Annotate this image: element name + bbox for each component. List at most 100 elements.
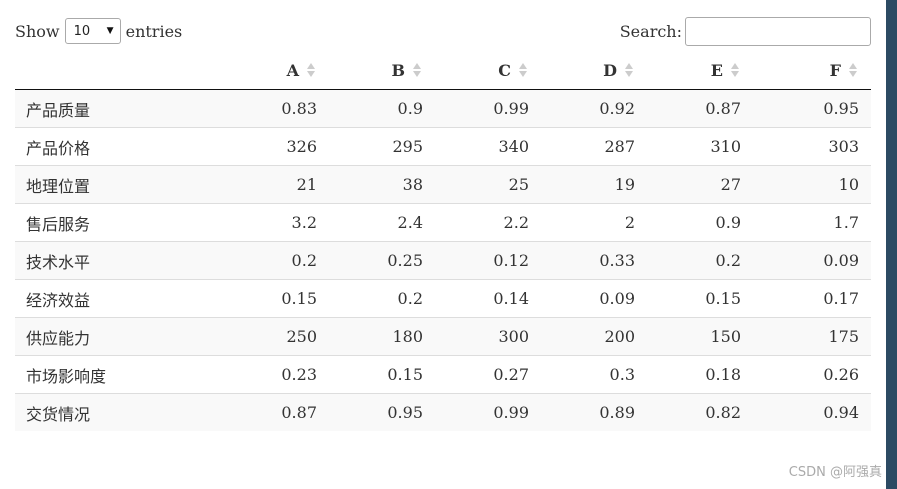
table-cell: 0.25 xyxy=(329,241,435,280)
table-cell: 10 xyxy=(753,165,871,204)
sort-both-icon xyxy=(413,63,421,77)
table-cell: 0.18 xyxy=(647,355,753,394)
column-header-d[interactable]: D xyxy=(541,52,647,90)
table-cell: 0.9 xyxy=(647,203,753,242)
table-row: 产品质量 0.83 0.9 0.99 0.92 0.87 0.95 xyxy=(15,89,871,128)
table-cell: 150 xyxy=(647,317,753,356)
table-cell: 300 xyxy=(435,317,541,356)
table-cell: 0.94 xyxy=(753,393,871,431)
length-prefix: Show xyxy=(15,21,60,41)
table-cell: 0.27 xyxy=(435,355,541,394)
column-header-label: B xyxy=(391,61,405,80)
table-cell: 0.15 xyxy=(329,355,435,394)
table-cell: 295 xyxy=(329,127,435,166)
column-header-e[interactable]: E xyxy=(647,52,753,90)
table-row: 供应能力 250 180 300 200 150 175 xyxy=(15,317,871,356)
table-body: 产品质量 0.83 0.9 0.99 0.92 0.87 0.95 产品价格 326 295 340… xyxy=(15,89,871,431)
table-cell: 0.87 xyxy=(647,89,753,128)
length-menu: Show 10 ▼ entries xyxy=(15,16,182,46)
sort-both-icon xyxy=(731,63,739,77)
sort-both-icon xyxy=(307,63,315,77)
table-cell: 0.15 xyxy=(647,279,753,318)
table-cell: 0.2 xyxy=(329,279,435,318)
header-row: A B C D E F xyxy=(15,52,871,90)
table-cell: 0.09 xyxy=(541,279,647,318)
entries-select-value: 10 xyxy=(73,23,91,39)
table-cell: 1.7 xyxy=(753,203,871,242)
entries-select[interactable]: 10 ▼ xyxy=(64,18,121,44)
table-cell: 0.23 xyxy=(223,355,329,394)
sort-both-icon xyxy=(625,63,633,77)
table-cell: 2.2 xyxy=(435,203,541,242)
table-cell: 0.95 xyxy=(753,89,871,128)
column-header-f[interactable]: F xyxy=(753,52,871,90)
length-suffix: entries xyxy=(125,21,183,41)
column-header-label: E xyxy=(710,61,723,80)
table-cell: 0.92 xyxy=(541,89,647,128)
search-input[interactable] xyxy=(685,16,871,46)
table-cell: 27 xyxy=(647,165,753,204)
row-label: 市场影响度 xyxy=(15,355,223,394)
chevron-down-icon: ▼ xyxy=(106,26,114,36)
table-cell: 0.82 xyxy=(647,393,753,431)
table-cell: 0.2 xyxy=(647,241,753,280)
table-row: 市场影响度 0.23 0.15 0.27 0.3 0.18 0.26 xyxy=(15,355,871,394)
row-label: 产品价格 xyxy=(15,127,223,166)
table-cell: 0.15 xyxy=(223,279,329,318)
table-cell: 25 xyxy=(435,165,541,204)
row-label: 经济效益 xyxy=(15,279,223,318)
table-cell: 21 xyxy=(223,165,329,204)
row-label: 产品质量 xyxy=(15,89,223,128)
table-row: 经济效益 0.15 0.2 0.14 0.09 0.15 0.17 xyxy=(15,279,871,318)
table-cell: 250 xyxy=(223,317,329,356)
table-cell: 0.95 xyxy=(329,393,435,431)
table-cell: 0.3 xyxy=(541,355,647,394)
row-label: 地理位置 xyxy=(15,165,223,204)
table-cell: 0.14 xyxy=(435,279,541,318)
table-row: 售后服务 3.2 2.4 2.2 2 0.9 1.7 xyxy=(15,203,871,242)
column-header-c[interactable]: C xyxy=(435,52,541,90)
table-cell: 0.09 xyxy=(753,241,871,280)
table-row: 技术水平 0.2 0.25 0.12 0.33 0.2 0.09 xyxy=(15,241,871,280)
column-header-label: D xyxy=(603,61,617,80)
table-cell: 3.2 xyxy=(223,203,329,242)
table-row: 交货情况 0.87 0.95 0.99 0.89 0.82 0.94 xyxy=(15,393,871,431)
column-header-label: F xyxy=(829,61,841,80)
table-cell: 310 xyxy=(647,127,753,166)
table-cell: 38 xyxy=(329,165,435,204)
table-cell: 0.26 xyxy=(753,355,871,394)
table-controls: Show 10 ▼ entries Search: xyxy=(15,16,871,46)
search-filter: Search: xyxy=(620,16,871,46)
column-header-a[interactable]: A xyxy=(223,52,329,90)
table-cell: 0.9 xyxy=(329,89,435,128)
sort-both-icon xyxy=(849,63,857,77)
table-cell: 326 xyxy=(223,127,329,166)
table-cell: 0.2 xyxy=(223,241,329,280)
search-label: Search: xyxy=(619,21,682,41)
row-label: 供应能力 xyxy=(15,317,223,356)
table-cell: 0.99 xyxy=(435,89,541,128)
column-header-label: A xyxy=(286,61,299,80)
table-cell: 0.17 xyxy=(753,279,871,318)
table-cell: 0.12 xyxy=(435,241,541,280)
table-cell: 0.33 xyxy=(541,241,647,280)
table-row: 产品价格 326 295 340 287 310 303 xyxy=(15,127,871,166)
row-label: 售后服务 xyxy=(15,203,223,242)
column-header-label: C xyxy=(498,61,511,80)
table-cell: 2 xyxy=(541,203,647,242)
table-cell: 303 xyxy=(753,127,871,166)
table-cell: 180 xyxy=(329,317,435,356)
table-row: 地理位置 21 38 25 19 27 10 xyxy=(15,165,871,204)
table-cell: 340 xyxy=(435,127,541,166)
row-label: 技术水平 xyxy=(15,241,223,280)
sort-both-icon xyxy=(519,63,527,77)
row-label: 交货情况 xyxy=(15,393,223,431)
column-header-b[interactable]: B xyxy=(329,52,435,90)
watermark: CSDN @阿强真 xyxy=(788,465,882,480)
table-cell: 287 xyxy=(541,127,647,166)
row-header-cell[interactable] xyxy=(15,52,223,90)
table-cell: 200 xyxy=(541,317,647,356)
table-cell: 175 xyxy=(753,317,871,356)
